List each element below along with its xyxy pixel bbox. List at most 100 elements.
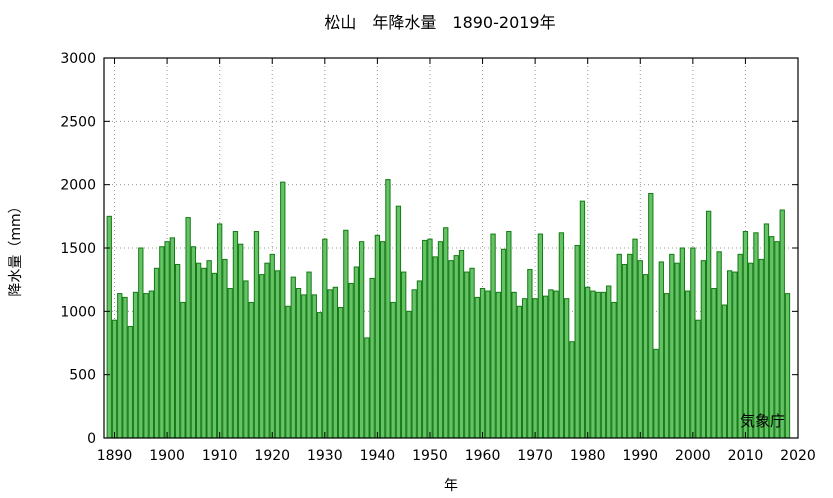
bar: [385, 179, 391, 439]
bar: [280, 181, 286, 439]
x-tick-label: 1930: [307, 448, 343, 464]
bar: [232, 231, 239, 439]
bar: [784, 293, 791, 439]
bar: [658, 261, 664, 439]
bar: [690, 247, 696, 439]
bar: [337, 307, 344, 439]
bar: [322, 238, 328, 439]
bar: [711, 288, 717, 439]
bar: [726, 270, 733, 439]
bar: [479, 288, 486, 439]
bar: [153, 267, 160, 439]
bar: [695, 319, 701, 439]
bar: [106, 215, 112, 439]
bar: [343, 229, 349, 439]
bar: [332, 286, 338, 439]
bar: [574, 244, 580, 439]
y-axis-label: 降水量（mm）: [8, 199, 24, 296]
bar: [769, 236, 775, 439]
x-tick-label: 1960: [465, 448, 501, 464]
y-tick-label: 3000: [60, 51, 96, 67]
bar: [358, 241, 365, 439]
bar: [190, 246, 197, 439]
bar: [474, 296, 480, 439]
bars: [106, 179, 791, 439]
bar: [548, 289, 554, 439]
bar: [616, 253, 622, 439]
bar: [122, 296, 128, 439]
y-tick-label: 0: [87, 431, 96, 447]
bar: [569, 341, 575, 439]
bar: [553, 290, 559, 439]
bar: [348, 282, 354, 439]
bar: [537, 233, 544, 439]
bar: [401, 271, 407, 439]
bar: [353, 266, 360, 439]
bar: [527, 269, 533, 439]
bar: [737, 253, 743, 439]
bar: [259, 274, 265, 439]
bar: [774, 241, 780, 439]
bar: [306, 271, 312, 439]
bar: [606, 285, 612, 439]
bar: [590, 290, 596, 439]
bar: [243, 280, 249, 439]
bar: [174, 263, 181, 439]
x-tick-label: 1970: [517, 448, 553, 464]
bar: [290, 276, 296, 439]
bar: [627, 253, 633, 439]
bar: [374, 234, 381, 439]
x-tick-label: 1890: [97, 448, 133, 464]
bar: [195, 262, 202, 439]
bar: [495, 291, 501, 439]
x-tick-label: 1900: [149, 448, 185, 464]
bar: [506, 231, 512, 439]
bar: [585, 286, 591, 439]
bar: [469, 267, 475, 439]
bar: [264, 262, 270, 439]
bar: [684, 290, 691, 439]
bar: [379, 241, 386, 439]
bar: [148, 290, 154, 439]
bar: [127, 326, 133, 439]
bar: [763, 223, 770, 439]
bar: [285, 305, 291, 439]
bar: [485, 290, 491, 439]
bar: [516, 305, 523, 439]
bar: [642, 274, 649, 439]
y-tick-label: 500: [69, 368, 96, 384]
x-axis-label: 年: [444, 478, 458, 494]
bar: [411, 289, 417, 439]
bar: [742, 231, 749, 439]
bar: [600, 291, 607, 439]
bar: [253, 231, 260, 439]
bar: [542, 295, 549, 439]
bar: [238, 243, 244, 439]
bar: [779, 209, 785, 439]
x-tick-label: 2010: [728, 448, 764, 464]
bar: [427, 238, 433, 439]
bar: [611, 301, 617, 439]
y-tick-label: 1000: [60, 304, 96, 320]
bar: [248, 301, 254, 439]
bar: [138, 247, 144, 439]
bar: [669, 253, 675, 439]
bar: [732, 271, 738, 439]
bar: [301, 294, 307, 439]
bar: [437, 241, 444, 439]
bar: [753, 232, 759, 439]
bar: [159, 246, 165, 439]
bar: [443, 227, 449, 439]
x-tick-label: 2020: [780, 448, 816, 464]
bar: [521, 298, 528, 439]
bar: [206, 260, 212, 439]
bar: [490, 233, 496, 439]
bar: [674, 262, 680, 439]
bar: [217, 223, 223, 439]
source-label: 気象庁: [740, 412, 785, 430]
x-tick-label: 2000: [675, 448, 711, 464]
y-tick-label: 1500: [60, 241, 96, 257]
bar: [406, 310, 412, 439]
bar: [705, 210, 712, 439]
